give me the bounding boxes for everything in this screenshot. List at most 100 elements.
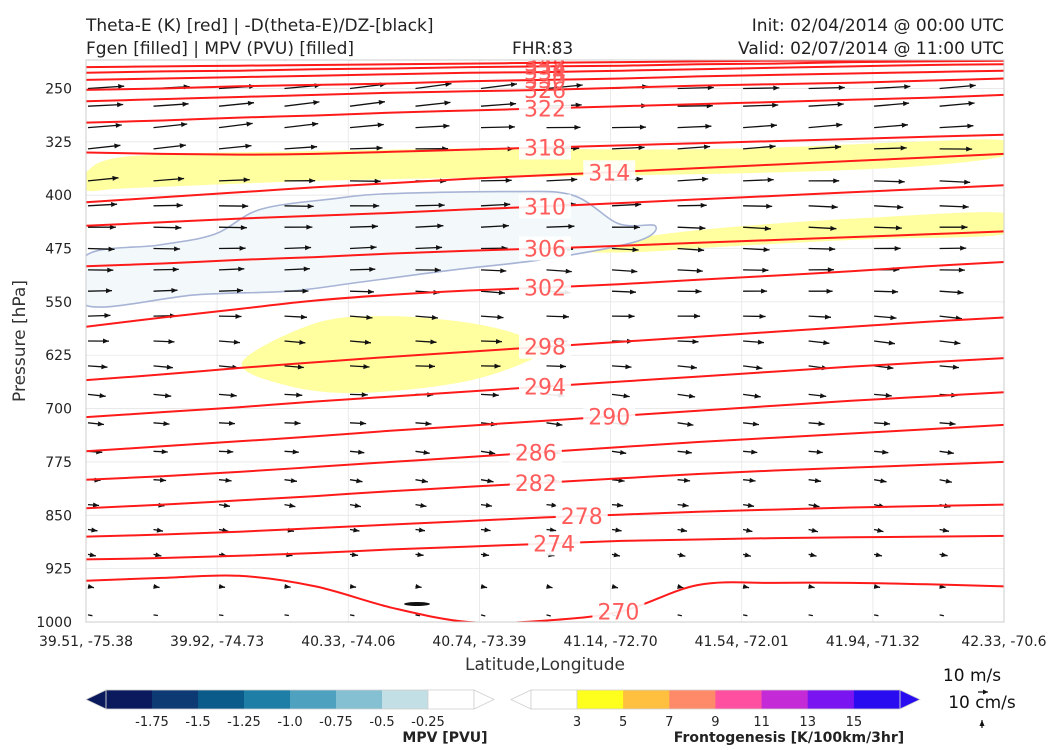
wind-vector-head — [117, 102, 124, 108]
wind-vector-head — [816, 449, 823, 455]
frontogenesis-region — [86, 139, 1004, 192]
wind-vector-head — [370, 244, 377, 250]
wind-vector-head — [230, 392, 237, 398]
theta-e-contour-label: 302 — [524, 277, 566, 302]
wind-vector-head — [101, 364, 108, 370]
wind-vector-head — [811, 527, 818, 533]
wind-vector-head — [837, 101, 844, 107]
wind-vector-head — [764, 225, 771, 231]
colorbar-tick-label: -1.0 — [277, 715, 302, 730]
theta-e-contour-label: 306 — [524, 238, 566, 263]
mpv-colorbar: -1.75 -1.5 -1.25 -1.0 -0.75 -0.5 -0.25 — [85, 689, 495, 730]
wind-vector-head — [838, 85, 845, 91]
wind-vector-head — [942, 527, 949, 533]
y-tick-label: 325 — [45, 135, 72, 151]
theta-e-contour — [86, 152, 1004, 204]
wind-vector-head — [297, 364, 304, 370]
wind-vector-head — [823, 340, 830, 346]
theta-e-contour-label-group: 334 — [524, 61, 566, 86]
theta-e-contour-label-group: 274 — [528, 531, 581, 557]
wind-vector-head — [625, 364, 632, 370]
wind-vector-head — [105, 288, 113, 294]
wind-vector-head — [875, 552, 883, 558]
wind-vector-head — [947, 449, 954, 455]
wind-vector-head — [890, 315, 897, 321]
wind-vector-head — [176, 202, 183, 208]
y-tick-label: 475 — [45, 242, 72, 258]
wind-vector-head — [761, 288, 768, 294]
wind-vector — [808, 86, 845, 90]
wind-vector-head — [87, 584, 95, 589]
wind-vector-head — [833, 178, 840, 184]
wind-vector-head — [484, 527, 491, 533]
colorbar-tick-label: -0.75 — [319, 715, 353, 730]
title-line-1: Theta-E (K) [red] | -D(theta-E)/DZ-[blac… — [85, 16, 434, 36]
wind-vector-head — [425, 421, 432, 427]
wind-vector-head — [377, 122, 384, 128]
colorbar-tick-label: -1.75 — [135, 715, 169, 730]
wind-vector-head — [225, 477, 232, 483]
colorbar-swatch — [807, 690, 855, 709]
wind-vector-head — [639, 124, 646, 130]
wind-vector — [808, 614, 814, 617]
colorbar-swatch — [106, 690, 153, 709]
theta-e-contour — [86, 574, 1004, 622]
wind-vector-head — [747, 502, 755, 508]
wind-vector-head — [240, 225, 247, 231]
theta-e-contour-label-group: 302 — [519, 275, 571, 302]
y-tick-label: 775 — [45, 455, 72, 471]
wind-vector-head — [638, 145, 645, 151]
theta-e-contour-label-group: 290 — [583, 404, 636, 430]
wind-vector-head — [827, 267, 834, 273]
colorbar-swatch — [244, 690, 291, 709]
wind-vector-head — [556, 421, 563, 427]
wind-vector — [480, 614, 486, 617]
colorbar-extend-arrow — [85, 689, 107, 710]
wind-vector-head — [374, 178, 381, 184]
wind-vector-head — [767, 177, 774, 183]
wind-vector-head — [292, 449, 299, 455]
wind-vector-head — [354, 503, 361, 508]
wind-vector-head — [757, 339, 764, 345]
wind-vector — [873, 614, 879, 617]
wind-vector-head — [431, 314, 438, 320]
wind-vector-head — [159, 477, 167, 483]
wind-vector-head — [699, 225, 706, 231]
wind-vector-head — [945, 478, 952, 484]
wind-vector-head — [153, 583, 160, 589]
colorbar-tick-label: -1.25 — [227, 715, 261, 730]
theta-e-contour-label-group: 286 — [509, 440, 562, 467]
wind-vector-head — [508, 124, 515, 130]
wind-vector-head — [242, 203, 249, 209]
contour-label-bg — [509, 471, 562, 496]
colorbar-tick-label: 9 — [711, 715, 719, 730]
wind-vector-head — [952, 364, 959, 370]
wind-vector-head — [969, 83, 976, 89]
wind-vector-head — [810, 552, 817, 558]
wind-vector — [415, 614, 421, 617]
wind-vector-head — [611, 584, 619, 589]
wind-vector-head — [894, 245, 901, 251]
wind-vector-head — [430, 339, 437, 345]
colorbar-tick-label: -1.5 — [185, 715, 210, 730]
wind-vector-head — [488, 450, 496, 456]
wind-vector-head — [688, 393, 696, 399]
x-tick-label: 40.33, -74.06 — [301, 634, 395, 650]
x-tick-label: 42.33, -70.6 — [961, 634, 1046, 650]
wind-vector-head — [510, 82, 518, 88]
wind-vector-head — [356, 478, 363, 484]
wind-vectors — [87, 60, 976, 617]
wind-vector-head — [882, 449, 889, 455]
wind-vector-head — [742, 584, 750, 589]
wind-vector-head — [900, 145, 907, 151]
wind-vector-head — [685, 449, 692, 455]
theta-e-contour — [86, 69, 1004, 91]
wind-vector-head — [877, 527, 884, 533]
wind-vector-head — [180, 122, 188, 128]
wind-vector-head — [364, 339, 371, 345]
wind-vector-head — [171, 287, 178, 293]
wind-vector-head — [694, 313, 701, 319]
wind-vector-head — [954, 340, 961, 346]
colorbar-tick-label: 13 — [799, 715, 816, 730]
wind-vector-head — [306, 224, 313, 230]
